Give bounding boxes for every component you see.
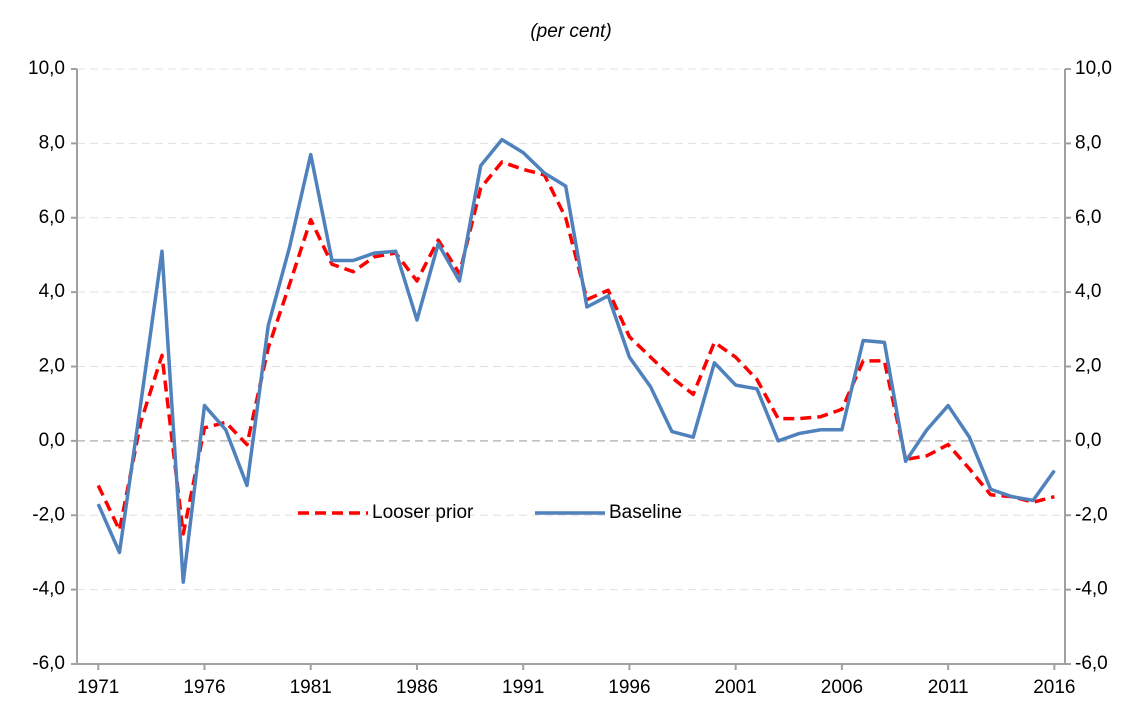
y-tick-label: 10,0 <box>28 58 65 79</box>
chart-title: (per cent) <box>530 21 611 42</box>
y2-tick-label: -4,0 <box>1075 579 1108 600</box>
y2-tick-label: 6,0 <box>1075 207 1101 228</box>
y-tick-label: -6,0 <box>32 653 65 674</box>
y2-tick-label: -2,0 <box>1075 504 1108 525</box>
x-tick-label: 1986 <box>396 677 438 698</box>
x-tick-label: 2016 <box>1033 677 1075 698</box>
x-tick-label: 1991 <box>502 677 544 698</box>
y2-tick-label: 4,0 <box>1075 281 1101 302</box>
legend-label: Looser prior <box>372 502 474 523</box>
x-tick-label: 1971 <box>77 677 119 698</box>
y-tick-label: 6,0 <box>39 207 65 228</box>
x-tick-label: 2006 <box>821 677 863 698</box>
x-tick-label: 1981 <box>290 677 332 698</box>
legend-label: Baseline <box>609 502 682 523</box>
x-tick-label: 2001 <box>715 677 757 698</box>
y-tick-label: 2,0 <box>39 356 65 377</box>
y2-tick-label: 8,0 <box>1075 132 1101 153</box>
y-tick-label: 8,0 <box>39 132 65 153</box>
y2-tick-label: 0,0 <box>1075 430 1101 451</box>
series-line <box>96 137 1056 584</box>
x-tick-label: 2011 <box>928 677 969 698</box>
x-tick-label: 1976 <box>183 677 225 698</box>
y2-tick-label: 2,0 <box>1075 356 1101 377</box>
y-tick-label: 4,0 <box>39 281 65 302</box>
x-tick-label: 1996 <box>608 677 650 698</box>
y-tick-label: -2,0 <box>32 504 65 525</box>
y-tick-label: 0,0 <box>39 430 65 451</box>
y2-tick-label: 10,0 <box>1075 58 1112 79</box>
y-tick-label: -4,0 <box>32 579 65 600</box>
y2-tick-label: -6,0 <box>1075 653 1108 674</box>
